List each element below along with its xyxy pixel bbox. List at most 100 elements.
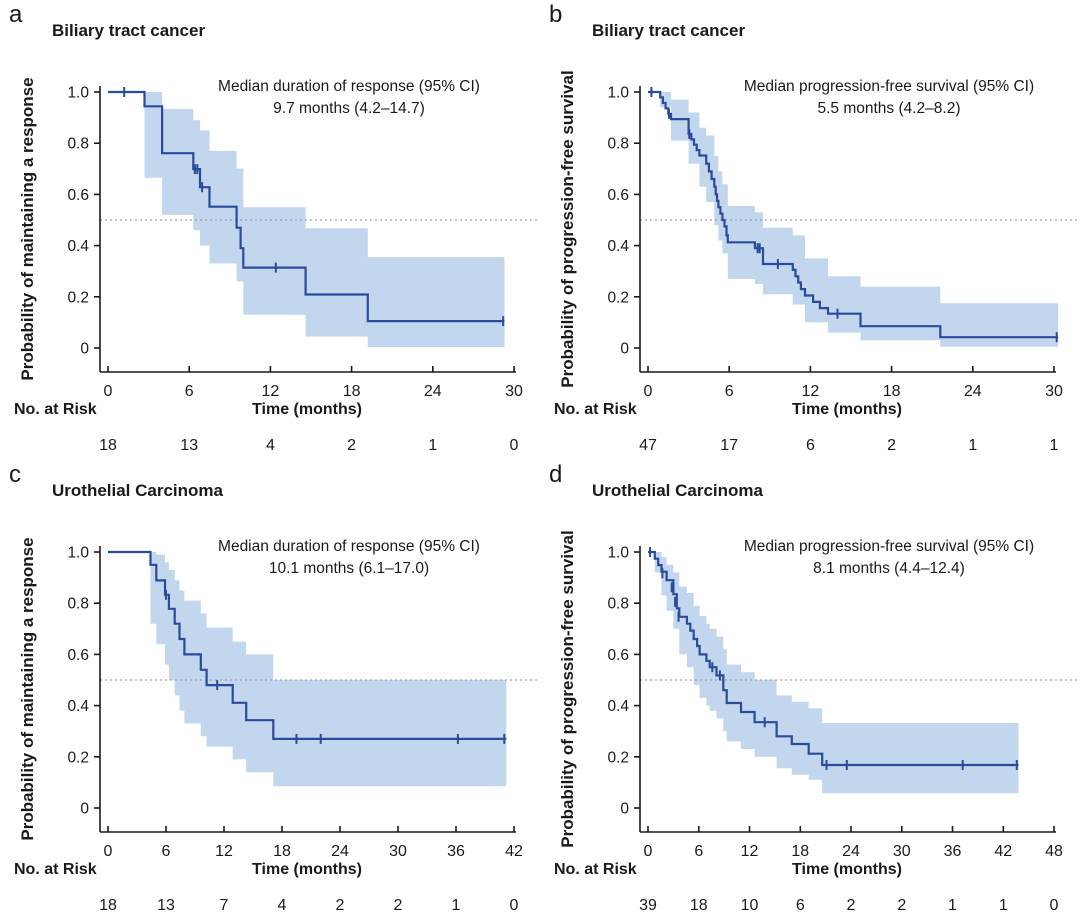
panel-d: d Urothelial Carcinoma Median progressio… xyxy=(540,460,1080,920)
km-curve xyxy=(108,550,507,740)
x-axis-label: Time (months) xyxy=(252,401,362,418)
risk-count: 1 xyxy=(999,897,1008,914)
x-axis-label: Time (months) xyxy=(792,861,902,878)
y-tick-label: 0 xyxy=(620,341,629,358)
median-annotation-line1: Median progression-free survival (95% CI… xyxy=(743,538,1035,555)
x-tick-label: 0 xyxy=(644,383,653,400)
km-curve xyxy=(648,90,1059,339)
risk-count: 6 xyxy=(806,437,815,454)
risk-count: 10 xyxy=(741,897,759,914)
risk-count: 17 xyxy=(720,437,738,454)
x-tick-label: 6 xyxy=(162,843,171,860)
risk-count: 6 xyxy=(796,897,805,914)
risk-header: No. at Risk xyxy=(554,401,637,418)
risk-count: 1 xyxy=(968,437,977,454)
y-tick-label: 0.2 xyxy=(607,289,629,306)
y-tick-label: 0.6 xyxy=(67,187,89,204)
x-tick-label: 18 xyxy=(883,383,901,400)
x-tick-label: 0 xyxy=(644,843,653,860)
y-tick-label: 0.4 xyxy=(67,698,89,715)
confidence-band xyxy=(144,92,505,347)
risk-count: 2 xyxy=(887,437,896,454)
median-annotation: Median progression-free survival (95% CI… xyxy=(698,536,1080,580)
x-tick-label: 12 xyxy=(215,843,233,860)
risk-count: 18 xyxy=(99,437,117,454)
y-tick-label: 0 xyxy=(80,341,89,358)
risk-count: 18 xyxy=(99,897,117,914)
y-tick-label: 1.0 xyxy=(607,545,629,562)
risk-count: 2 xyxy=(897,897,906,914)
risk-header: No. at Risk xyxy=(554,861,637,878)
panel-title: Urothelial Carcinoma xyxy=(52,481,223,500)
y-tick-label: 0.2 xyxy=(67,289,89,306)
risk-count: 18 xyxy=(690,897,708,914)
y-axis-label: Probability of maintaining a response xyxy=(18,537,37,841)
risk-count: 2 xyxy=(336,897,345,914)
risk-count: 1 xyxy=(948,897,957,914)
x-tick-label: 18 xyxy=(343,383,361,400)
y-tick-label: 1.0 xyxy=(67,545,89,562)
median-annotation-line1: Median duration of response (95% CI) xyxy=(218,78,480,95)
km-plot-svg: 1.0 0.8 0.6 0.4 0.2 0 0 47 6 17 12 6 18 2 24 1 30 1 xyxy=(607,85,1078,454)
x-tick-label: 36 xyxy=(944,843,962,860)
x-tick-label: 24 xyxy=(424,383,442,400)
risk-header: No. at Risk xyxy=(14,861,97,878)
x-tick-label: 0 xyxy=(104,383,113,400)
y-tick-label: 0 xyxy=(620,801,629,818)
y-tick-label: 0.2 xyxy=(607,749,629,766)
risk-count: 2 xyxy=(847,897,856,914)
panel-c: c Urothelial Carcinoma Median duration o… xyxy=(0,460,540,920)
risk-count: 47 xyxy=(639,437,657,454)
median-annotation-line2: 5.5 months (4.2–8.2) xyxy=(817,100,961,117)
median-annotation-line1: Median progression-free survival (95% CI… xyxy=(743,78,1035,95)
panel-b: b Biliary tract cancer Median progressio… xyxy=(540,0,1080,460)
risk-count: 0 xyxy=(1050,897,1059,914)
panel-a: a Biliary tract cancer Median duration o… xyxy=(0,0,540,460)
x-tick-label: 6 xyxy=(694,843,703,860)
confidence-band xyxy=(660,92,1059,347)
x-tick-label: 6 xyxy=(725,383,734,400)
y-tick-label: 0.8 xyxy=(67,136,89,153)
y-tick-label: 1.0 xyxy=(67,85,89,102)
risk-count: 1 xyxy=(452,897,461,914)
y-tick-label: 0.4 xyxy=(67,238,89,255)
y-tick-label: 0.4 xyxy=(607,238,629,255)
median-annotation-line2: 10.1 months (6.1–17.0) xyxy=(268,560,430,577)
risk-count: 2 xyxy=(394,897,403,914)
x-tick-label: 24 xyxy=(331,843,349,860)
y-tick-label: 1.0 xyxy=(607,85,629,102)
risk-count: 13 xyxy=(157,897,175,914)
x-tick-label: 36 xyxy=(447,843,465,860)
risk-count: 0 xyxy=(510,437,519,454)
y-tick-label: 0.8 xyxy=(607,596,629,613)
panel-letter: c xyxy=(9,461,21,488)
panel-title: Biliary tract cancer xyxy=(592,21,746,40)
x-tick-label: 12 xyxy=(741,843,759,860)
risk-count: 1 xyxy=(1050,437,1059,454)
x-tick-label: 30 xyxy=(505,383,523,400)
median-annotation: Median duration of response (95% CI) 10.… xyxy=(158,536,540,580)
km-curve xyxy=(648,550,1019,767)
km-plot-svg: 1.00.80.60.40.20039618121018624230236142… xyxy=(607,545,1078,914)
panel-letter: d xyxy=(549,461,563,488)
risk-count: 4 xyxy=(266,437,275,454)
risk-count: 39 xyxy=(639,897,657,914)
x-tick-label: 18 xyxy=(791,843,809,860)
x-tick-label: 42 xyxy=(994,843,1012,860)
y-tick-label: 0.6 xyxy=(607,187,629,204)
y-tick-label: 0.6 xyxy=(67,647,89,664)
median-annotation-line1: Median duration of response (95% CI) xyxy=(218,538,480,555)
x-tick-label: 12 xyxy=(262,383,280,400)
x-tick-label: 18 xyxy=(273,843,291,860)
risk-count: 7 xyxy=(220,897,229,914)
y-axis-label: Probability of progression-free survival xyxy=(558,70,577,388)
x-tick-label: 12 xyxy=(802,383,820,400)
y-tick-label: 0.6 xyxy=(607,647,629,664)
x-tick-label: 30 xyxy=(389,843,407,860)
x-tick-label: 48 xyxy=(1045,843,1063,860)
confidence-band xyxy=(150,552,507,787)
median-annotation: Median duration of response (95% CI) 9.7… xyxy=(158,76,540,120)
y-tick-label: 0 xyxy=(80,801,89,818)
median-annotation: Median progression-free survival (95% CI… xyxy=(698,76,1080,120)
risk-count: 1 xyxy=(428,437,437,454)
